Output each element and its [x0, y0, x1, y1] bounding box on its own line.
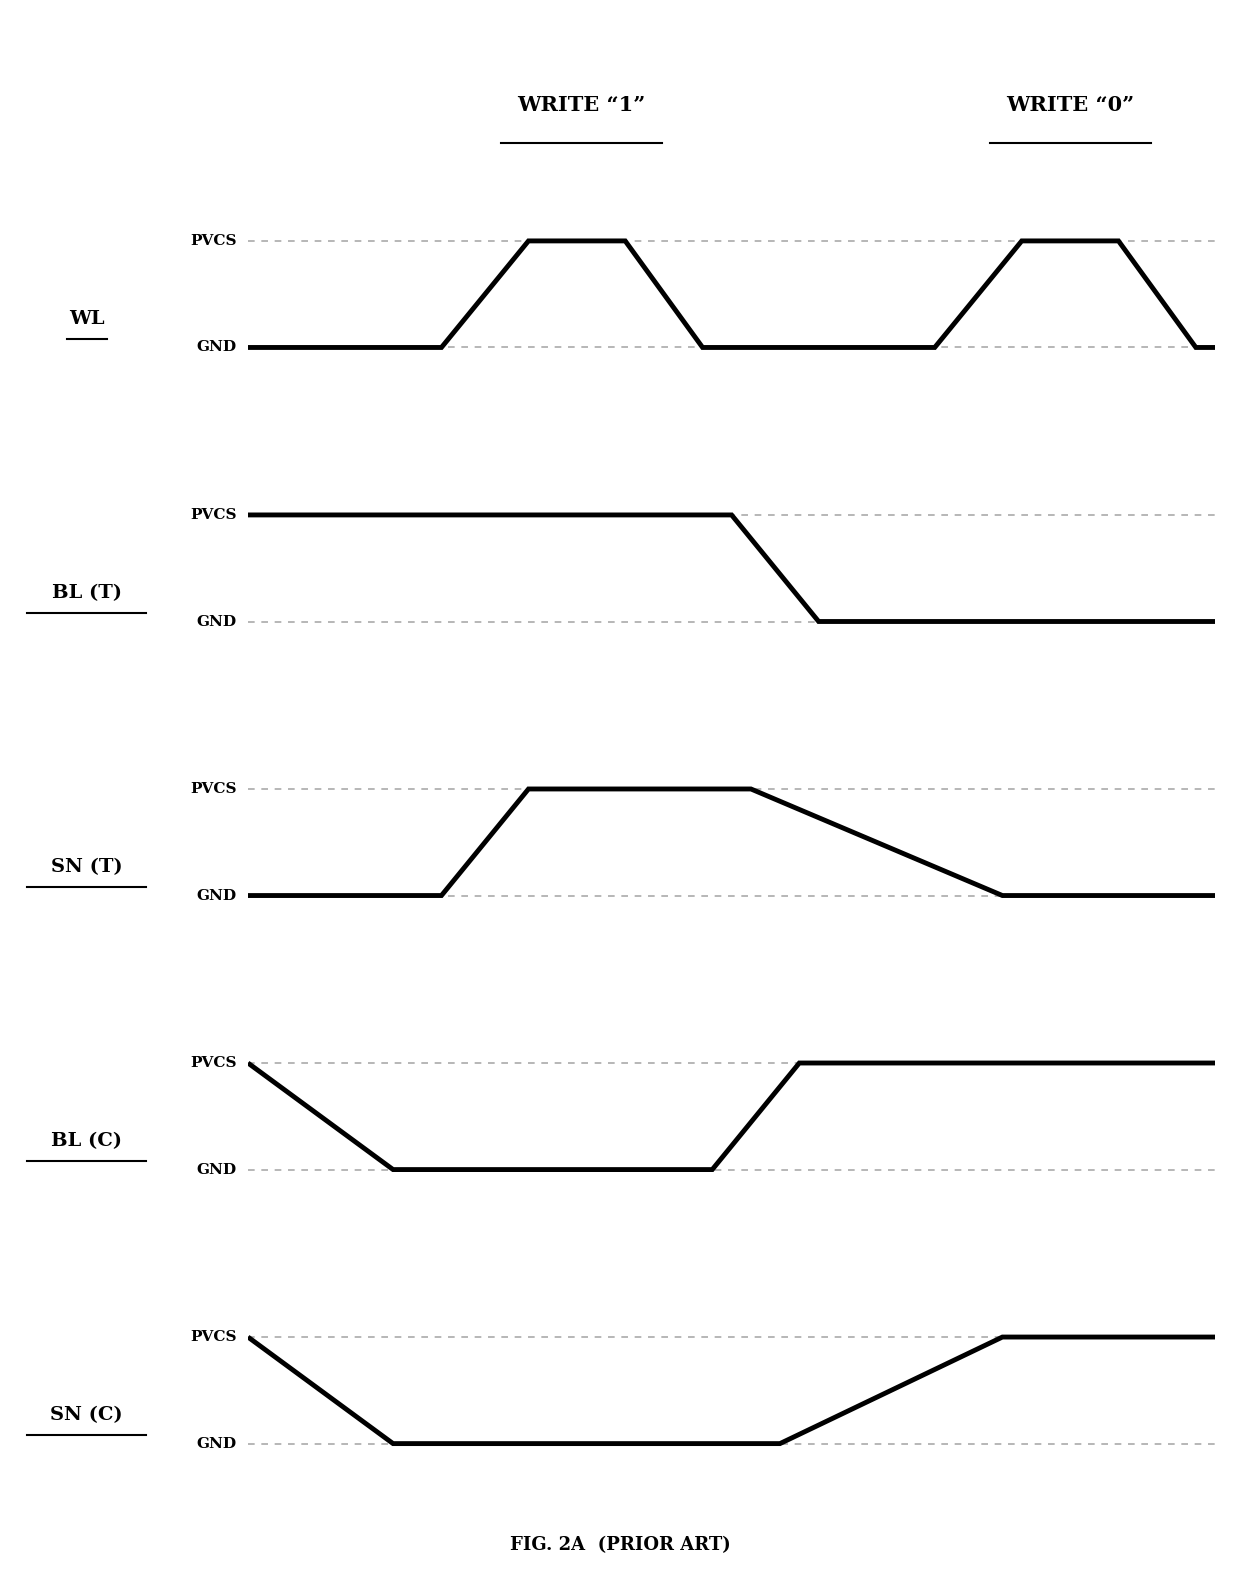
- Text: PVCS: PVCS: [190, 508, 237, 523]
- Text: GND: GND: [196, 1163, 237, 1177]
- Text: GND: GND: [196, 1437, 237, 1451]
- Text: FIG. 2A  (PRIOR ART): FIG. 2A (PRIOR ART): [510, 1536, 730, 1554]
- Text: PVCS: PVCS: [190, 1057, 237, 1071]
- Text: BL (T): BL (T): [52, 584, 122, 602]
- Text: PVCS: PVCS: [190, 234, 237, 249]
- Text: SN (T): SN (T): [51, 859, 123, 876]
- Text: WRITE “0”: WRITE “0”: [1006, 95, 1135, 116]
- Text: PVCS: PVCS: [190, 1331, 237, 1345]
- Text: GND: GND: [196, 341, 237, 355]
- Text: GND: GND: [196, 889, 237, 903]
- Text: PVCS: PVCS: [190, 782, 237, 797]
- Text: WL: WL: [69, 310, 104, 328]
- Text: SN (C): SN (C): [51, 1407, 123, 1424]
- Text: BL (C): BL (C): [51, 1133, 123, 1150]
- Text: WRITE “1”: WRITE “1”: [517, 95, 646, 116]
- Text: GND: GND: [196, 615, 237, 629]
